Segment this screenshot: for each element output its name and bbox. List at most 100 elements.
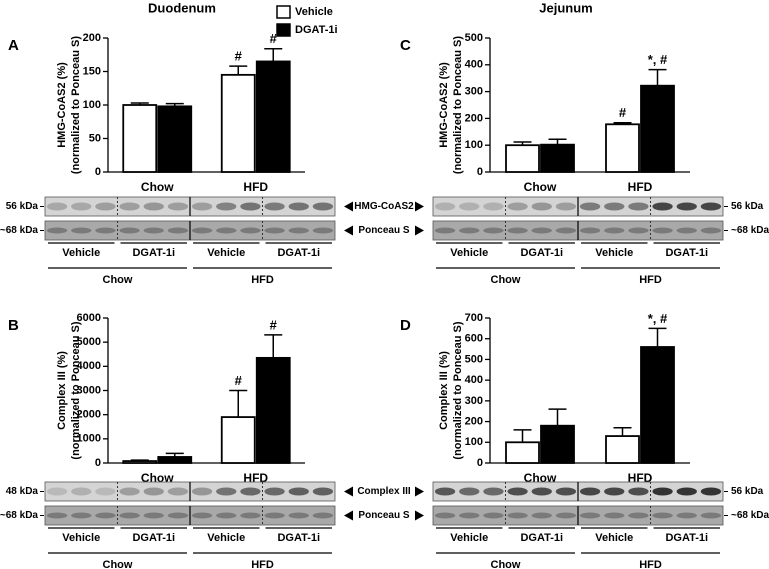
bar [540,143,575,173]
y-axis-label: (normalized to Ponceau S) [452,321,464,459]
blot-band [531,227,552,234]
y-tick-label: 400 [465,59,483,71]
blot-band [264,227,285,234]
blot-band [434,227,456,234]
bar [255,356,291,464]
bar [157,456,193,464]
panel-letter: A [8,37,19,54]
lane-label: Vehicle [450,247,488,259]
blot-label: HMG-CoAS2 [354,201,414,212]
lane-label: DGAT-1i [132,532,175,544]
arrow [344,225,353,236]
blot-band [555,227,577,234]
blot-band [46,512,68,519]
y-axis-label: (normalized to Ponceau S) [70,36,82,174]
blot-band [700,512,722,519]
blot-band [555,202,577,211]
y-tick-label: 200 [83,32,101,44]
blot-band [46,227,68,234]
blot-band [143,487,164,496]
blot-band [700,487,722,496]
panel-letter: B [8,317,19,334]
kda-label: 56 kDa [731,486,764,497]
y-tick-label: 300 [465,86,483,98]
blot-band [604,202,625,211]
y-tick-label: 500 [465,353,483,365]
blot-band [191,202,213,211]
blot-band [95,227,116,234]
blot-band [216,512,237,519]
bar [157,105,193,173]
legend-label: DGAT-1i [295,24,338,36]
blot-band [71,487,92,496]
y-axis-label: Complex III (%) [438,351,450,430]
blot-band [507,227,528,234]
group-label: Chow [103,559,133,569]
y-axis-label: HMG-CoAS2 (%) [438,62,450,148]
blot-label: Ponceau S [358,510,409,521]
y-axis-label: (normalized to Ponceau S) [452,36,464,174]
bar [605,123,640,173]
blot-band [652,487,673,496]
blot-band [507,202,528,211]
blot-band [434,202,456,211]
y-tick-label: 300 [465,395,483,407]
lane-label: DGAT-1i [520,532,563,544]
group-label: Chow [491,559,521,569]
annotation: # [270,317,278,332]
blot-band [579,487,601,496]
blot-band [555,487,577,496]
blot-band [555,512,577,519]
lane-label: DGAT-1i [665,532,708,544]
x-tick-label: Chow [141,180,174,194]
bar [220,416,256,464]
annotation: # [619,105,627,120]
bar [505,441,540,464]
blot-band [264,202,285,211]
blot-band [483,487,504,496]
annotation: *, # [648,311,668,326]
blot-band [119,512,140,519]
blot-band [312,227,334,234]
blot-band [652,512,673,519]
blot-band [240,227,261,234]
y-tick-label: 0 [95,166,101,178]
bar [640,346,675,464]
blot-label: Ponceau S [358,225,409,236]
blot-band [434,487,456,496]
bar [122,104,158,173]
annotation: *, # [648,52,668,67]
blot-band [46,487,68,496]
group-label: Chow [103,274,133,286]
blot-band [119,202,140,211]
arrow [344,510,353,521]
legend-label: Vehicle [295,6,333,18]
blot-band [604,227,625,234]
blot-band [216,227,237,234]
y-tick-label: 6000 [77,312,101,324]
legend-swatch [276,5,291,19]
lane-label: Vehicle [595,247,633,259]
legend-swatch [276,23,291,37]
blot-band [628,227,649,234]
kda-label: 56 kDa [6,201,39,212]
kda-label: ~68 kDa [731,510,769,521]
panel-letter: D [400,317,411,334]
blot-band [507,512,528,519]
blot-band [119,487,140,496]
arrow [415,486,424,497]
y-tick-label: 200 [465,415,483,427]
blot-band [167,202,189,211]
lane-label: DGAT-1i [277,247,320,259]
blot-band [312,512,334,519]
lane-label: DGAT-1i [132,247,175,259]
blot-band [119,227,140,234]
blot-band [531,512,552,519]
blot-band [71,202,92,211]
blot-band [240,487,261,496]
blot-band [628,487,649,496]
blot-band [95,487,116,496]
blot-band [676,512,697,519]
blot-band [483,202,504,211]
blot-band [604,512,625,519]
